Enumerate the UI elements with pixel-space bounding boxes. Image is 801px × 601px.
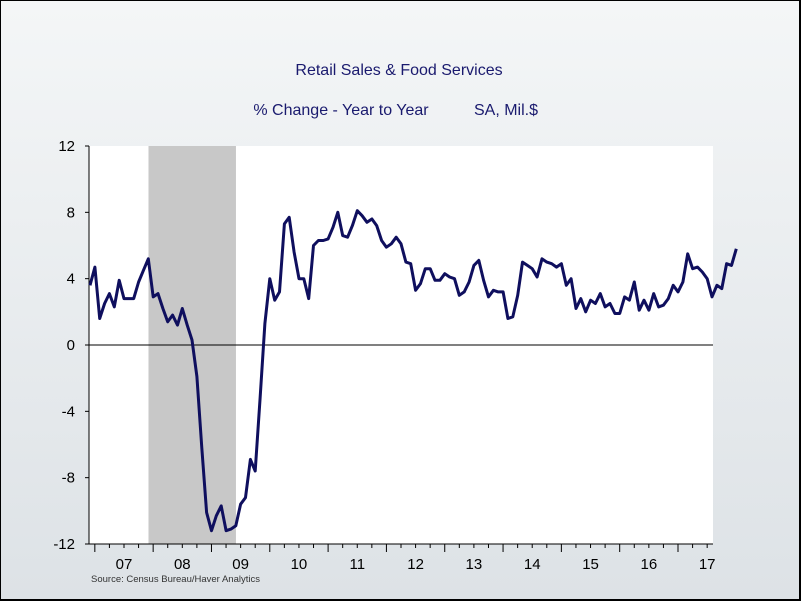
y-tick-label: -12 <box>53 536 75 553</box>
x-tick-label: 13 <box>466 556 483 573</box>
x-tick-label: 17 <box>699 556 716 573</box>
x-tick-label: 10 <box>291 556 308 573</box>
chart-units-note: SA, Mil.$ <box>474 102 538 119</box>
chart-subtitle: % Change - Year to Year <box>253 102 429 119</box>
y-tick-label: 0 <box>67 337 75 354</box>
x-tick-label: 14 <box>524 556 541 573</box>
y-tick-label: 4 <box>67 271 75 288</box>
y-tick-label: -4 <box>62 403 75 420</box>
x-tick-label: 12 <box>407 556 424 573</box>
series-line-0 <box>88 209 738 533</box>
y-tick-label: -8 <box>62 470 75 487</box>
x-tick-label: 08 <box>174 556 191 573</box>
x-tick-label: 09 <box>232 556 249 573</box>
y-tick-label: 8 <box>67 204 75 221</box>
x-tick-label: 15 <box>582 556 599 573</box>
x-tick-label: 11 <box>349 556 365 573</box>
x-tick-label: 16 <box>641 556 658 573</box>
x-tick-label: 07 <box>116 556 133 573</box>
source-note: Source: Census Bureau/Haver Analytics <box>91 574 260 585</box>
chart-title: Retail Sales & Food Services <box>295 62 502 79</box>
y-tick-label: 12 <box>58 138 75 155</box>
